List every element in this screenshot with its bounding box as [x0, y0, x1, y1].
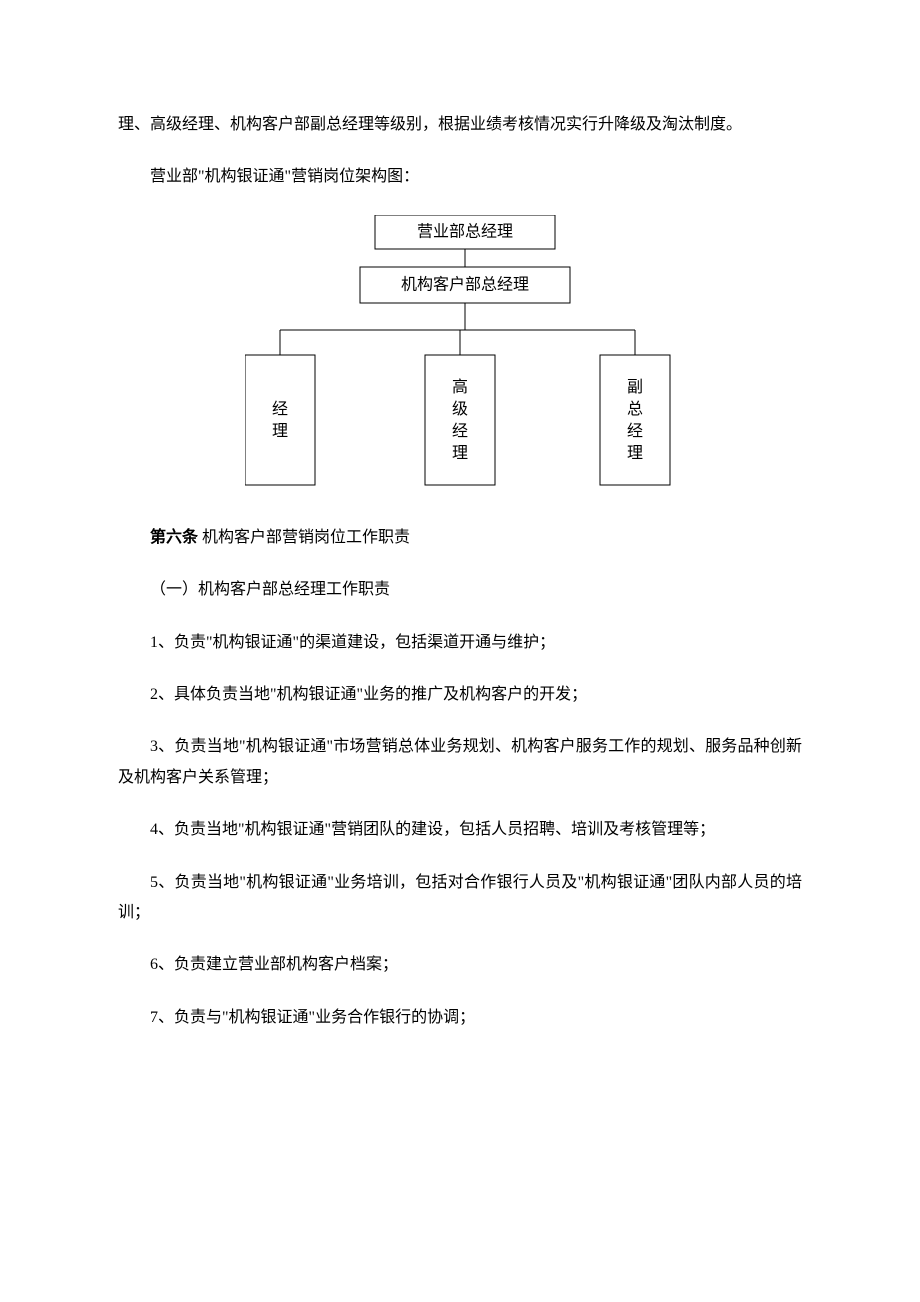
article-6-label: 第六条 [150, 529, 198, 546]
org-chart: 营业部总经理机构客户部总经理经理高级经理副总经理 [245, 215, 675, 495]
chart-title: 营业部"机构银证通"营销岗位架构图： [118, 162, 802, 192]
list-item-1: 1、负责"机构银证通"的渠道建设，包括渠道开通与维护； [118, 628, 802, 658]
org-chart-container: 营业部总经理机构客户部总经理经理高级经理副总经理 [118, 215, 802, 495]
svg-text:营业部总经理: 营业部总经理 [417, 222, 513, 240]
svg-text:副: 副 [627, 378, 643, 396]
intro-paragraph: 理、高级经理、机构客户部副总经理等级别，根据业绩考核情况实行升降级及淘汰制度。 [118, 110, 802, 140]
list-item-5: 5、负责当地"机构银证通"业务培训，包括对合作银行人员及"机构银证通"团队内部人… [118, 868, 802, 929]
svg-text:理: 理 [272, 423, 288, 440]
list-item-4: 4、负责当地"机构银证通"营销团队的建设，包括人员招聘、培训及考核管理等； [118, 815, 802, 845]
svg-text:经: 经 [452, 422, 468, 440]
svg-text:经: 经 [627, 422, 643, 440]
svg-text:经: 经 [272, 400, 288, 418]
svg-text:总: 总 [627, 400, 643, 418]
svg-text:高: 高 [452, 378, 468, 396]
svg-text:级: 级 [452, 400, 468, 418]
svg-text:理: 理 [627, 445, 643, 462]
svg-text:理: 理 [452, 445, 468, 462]
article-6: 第六条 机构客户部营销岗位工作职责 [118, 523, 802, 553]
list-item-7: 7、负责与"机构银证通"业务合作银行的协调； [118, 1003, 802, 1033]
svg-text:机构客户部总经理: 机构客户部总经理 [401, 275, 529, 293]
list-item-6: 6、负责建立营业部机构客户档案； [118, 950, 802, 980]
subsection-1: （一）机构客户部总经理工作职责 [118, 575, 802, 605]
list-item-3: 3、负责当地"机构银证通"市场营销总体业务规划、机构客户服务工作的规划、服务品种… [118, 732, 802, 793]
list-item-2: 2、具体负责当地"机构银证通"业务的推广及机构客户的开发； [118, 680, 802, 710]
article-6-text: 机构客户部营销岗位工作职责 [198, 529, 410, 546]
